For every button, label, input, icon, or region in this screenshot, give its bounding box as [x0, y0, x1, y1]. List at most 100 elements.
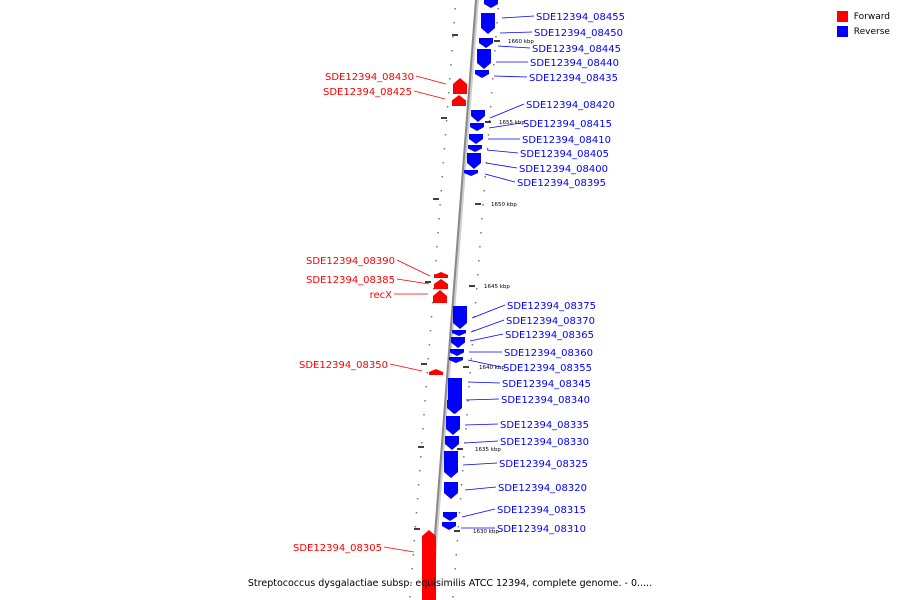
scale-label: 1640 kbp — [479, 365, 505, 371]
legend-reverse-label: Reverse — [853, 26, 890, 37]
legend-reverse: Reverse — [836, 24, 890, 39]
tick-dot-right — [486, 148, 489, 150]
gene-arrow-reverse — [443, 512, 457, 521]
gene-leader-line — [493, 75, 528, 78]
legend-forward-label: Forward — [853, 11, 890, 22]
tick-dot-left — [428, 344, 431, 346]
tick-dot-right — [478, 260, 480, 262]
tick-dot-right — [495, 36, 497, 38]
gene-leader-line — [484, 173, 516, 183]
tick-dot-right — [482, 204, 484, 206]
tick-dot-left — [414, 526, 417, 528]
backbone-line — [429, 0, 477, 600]
scale-label: 1650 kbp — [491, 202, 517, 208]
gene-label: SDE12394_08345 — [502, 379, 591, 390]
gene-leader-line — [462, 462, 498, 466]
tick-dot-right — [454, 568, 456, 570]
tick-dot-right — [497, 8, 499, 10]
tick-dot-left — [409, 596, 411, 598]
tick-dot-right — [455, 554, 458, 556]
gene-label: SDE12394_08430 — [325, 72, 414, 83]
tick-dot-right — [456, 540, 459, 542]
tick-dot-left — [453, 22, 455, 24]
gene-label: SDE12394_08370 — [506, 316, 595, 327]
tick-dot-right — [488, 120, 491, 122]
gene-arrow-reverse — [470, 123, 484, 131]
tick-dot-right — [453, 582, 455, 584]
tick-dot-left — [446, 106, 449, 108]
tick-dot-left — [424, 400, 426, 402]
tick-dot-right — [465, 428, 467, 430]
gene-label: SDE12394_08350 — [299, 360, 388, 371]
tick-dot-left — [439, 204, 441, 206]
gene-leader-line — [485, 162, 518, 169]
gene-arrow-reverse — [445, 436, 459, 450]
gene-arrow-reverse — [484, 0, 498, 8]
genome-caption: Streptococcus dysgalactiae subsp. equisi… — [247, 578, 653, 589]
gene-label: SDE12394_08365 — [505, 330, 594, 341]
gene-leader-line — [489, 103, 525, 119]
tick-dot-left — [444, 134, 447, 136]
tick-dot-left — [415, 512, 418, 514]
tick-dot-right — [460, 484, 463, 486]
gene-arrow-reverse — [464, 170, 478, 176]
tick-dot-left — [420, 456, 422, 458]
gene-arrow-reverse — [452, 330, 466, 336]
tick-dot-right — [463, 456, 465, 458]
gene-arrow-reverse — [471, 110, 485, 122]
gene-label: SDE12394_08340 — [501, 395, 590, 406]
tick-dot-right — [461, 470, 464, 472]
scale-label: 1635 kbp — [475, 447, 501, 453]
scale-label: 1630 kbp — [473, 529, 499, 535]
tick-dot-left — [451, 50, 453, 52]
gene-label: SDE12394_08410 — [522, 135, 611, 146]
tick-dot-left — [418, 470, 421, 472]
gene-arrow-reverse — [447, 400, 461, 414]
tick-dot-right — [479, 246, 481, 248]
gene-label: SDE12394_08385 — [306, 275, 395, 286]
tick-dot-left — [452, 36, 454, 38]
tick-dot-left — [436, 246, 438, 248]
tick-dot-right — [476, 274, 479, 276]
gene-leader-line — [467, 381, 501, 384]
gene-label: SDE12394_08415 — [523, 119, 612, 130]
tick-dot-left — [441, 176, 444, 178]
gene-leader-line — [471, 304, 506, 319]
tick-dot-left — [416, 498, 419, 500]
tick-dot-left — [412, 554, 415, 556]
gene-label: SDE12394_08310 — [497, 524, 586, 535]
gene-leader-line — [389, 363, 423, 372]
gene-leader-line — [464, 423, 499, 426]
scale-label: 1660 kbp — [508, 39, 534, 45]
gene-label: SDE12394_08330 — [500, 437, 589, 448]
gene-label: SDE12394_08395 — [517, 178, 606, 189]
scale-label: 1655 kbp — [499, 120, 525, 126]
gene-leader-line — [488, 122, 522, 129]
gene-leader-line — [497, 45, 531, 49]
tick-dot-right — [481, 218, 483, 220]
gene-arrow-reverse — [442, 522, 456, 530]
gene-label: SDE12394_08355 — [503, 363, 592, 374]
gene-label: SDE12394_08315 — [497, 505, 586, 516]
gene-leader-line — [464, 486, 497, 491]
tick-dot-left — [413, 540, 416, 542]
tick-dot-right — [492, 78, 494, 80]
gene-leader-line — [464, 440, 499, 444]
gene-arrow-forward — [453, 78, 467, 94]
gene-label: SDE12394_08390 — [306, 256, 395, 267]
gene-arrow-reverse — [467, 153, 481, 169]
reverse-swatch — [836, 26, 848, 37]
gene-leader-line — [413, 90, 446, 100]
gene-leader-line — [501, 15, 535, 19]
gene-label: SDE12394_08360 — [504, 348, 593, 359]
gene-arrow-reverse — [479, 38, 493, 48]
tick-dot-right — [480, 232, 482, 234]
tick-dot-right — [458, 512, 461, 514]
gene-leader-line — [486, 149, 519, 154]
gene-label: SDE12394_08450 — [534, 28, 623, 39]
tick-dot-left — [440, 190, 442, 192]
tick-dot-left — [422, 428, 424, 430]
tick-dot-right — [475, 288, 478, 290]
gene-label: recX — [370, 290, 393, 301]
tick-dot-right — [487, 134, 490, 136]
